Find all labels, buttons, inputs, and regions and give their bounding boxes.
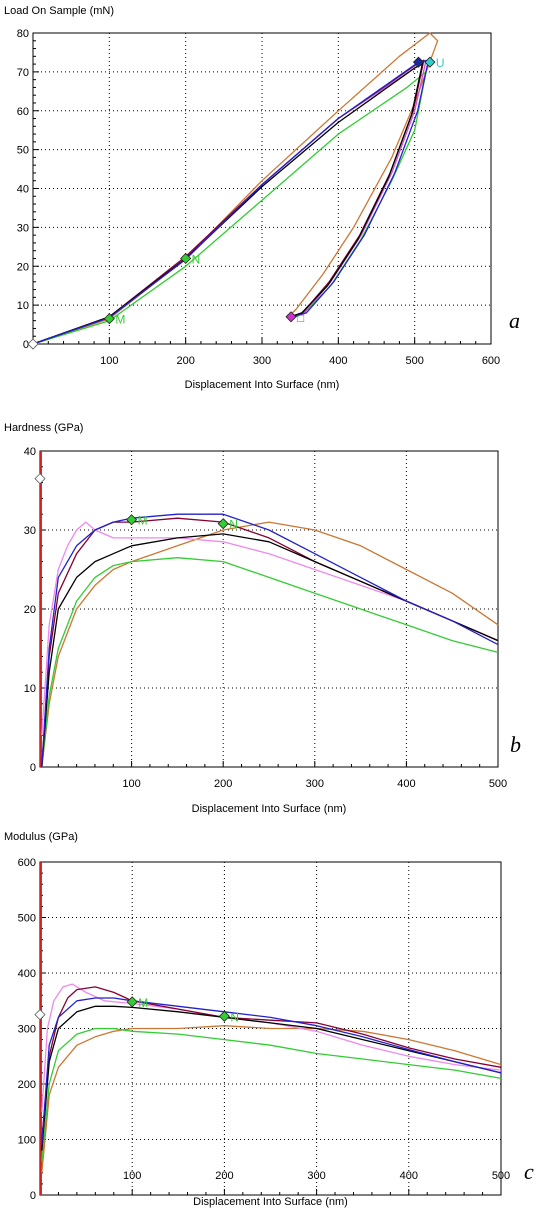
y-tick-label: 40 xyxy=(24,446,36,458)
y-tick-label: 0 xyxy=(30,762,36,774)
series-line xyxy=(41,521,499,736)
series-group xyxy=(40,451,499,767)
data-marker xyxy=(180,252,192,265)
y-tick-label: 10 xyxy=(17,300,29,312)
y-tick-label: 50 xyxy=(17,145,29,157)
y-axis-label: Load On Sample (mN) xyxy=(4,5,114,17)
series-line xyxy=(41,1005,502,1151)
y-axis-label: Hardness (GPa) xyxy=(4,422,83,434)
x-tick-label: 200 xyxy=(215,1170,233,1182)
series-line xyxy=(41,1027,502,1162)
series-line xyxy=(33,71,427,344)
y-axis-label: Modulus (GPa) xyxy=(4,831,78,843)
marker-label: M xyxy=(115,313,125,327)
series-line xyxy=(41,513,499,767)
series-line xyxy=(41,521,499,767)
marker-label: U xyxy=(436,56,445,70)
y-tick-label: 30 xyxy=(24,525,36,537)
modulus-chart: 100 200 300 400 500 0 100 200 300 400 500 600 Modulu… xyxy=(0,822,538,1213)
panel-label: a xyxy=(509,308,520,333)
hardness-chart: 100 200 300 400 500 0 10 20 30 40 Hardness (GPa) Di… xyxy=(0,415,538,820)
data-marker xyxy=(126,514,138,526)
x-tick-label: 600 xyxy=(482,355,500,367)
data-marker xyxy=(285,311,297,323)
y-tick-label: 100 xyxy=(18,1135,36,1147)
data-marker xyxy=(217,518,229,530)
y-tick-label: 10 xyxy=(24,683,36,695)
panel-label: c xyxy=(524,1159,534,1184)
marker-label: M xyxy=(138,514,148,528)
series-line xyxy=(33,63,423,344)
x-tick-label: 400 xyxy=(397,778,415,790)
data-marker xyxy=(412,56,425,68)
marker-label: N xyxy=(230,1010,239,1024)
x-tick-label: 100 xyxy=(100,355,118,367)
data-marker xyxy=(34,473,46,485)
modulus-plot: 100 200 300 400 500 0 100 200 300 400 500 600 Modulu… xyxy=(4,831,534,1208)
series-line xyxy=(41,533,499,767)
series-line xyxy=(41,983,502,1112)
series-line xyxy=(41,986,502,1140)
y-tick-label: 20 xyxy=(17,261,29,273)
x-tick-label: 400 xyxy=(400,1170,418,1182)
x-tick-label: 300 xyxy=(253,355,271,367)
data-marker xyxy=(103,313,115,325)
series-line xyxy=(41,997,502,1146)
marker-label: M xyxy=(138,996,148,1010)
x-axis-label: Displacement Into Surface (nm) xyxy=(192,803,347,815)
y-tick-label: 20 xyxy=(24,604,36,616)
x-tick-label: 200 xyxy=(214,778,232,790)
x-tick-label: 300 xyxy=(307,1170,325,1182)
data-marker xyxy=(34,1009,46,1021)
y-tick-label: 60 xyxy=(17,106,29,118)
y-tick-label: 0 xyxy=(23,339,29,351)
x-tick-label: 500 xyxy=(405,355,423,367)
data-marker xyxy=(424,56,436,68)
marker-label: N xyxy=(229,518,238,532)
y-tick-label: 0 xyxy=(30,1190,36,1202)
load-displacement-chart: 100 200 300 400 500 600 0 10 20 30 40 50 60 70 80 Load … xyxy=(0,0,538,400)
y-tick-label: 500 xyxy=(18,913,36,925)
series-line xyxy=(41,557,499,767)
x-tick-label: 500 xyxy=(489,778,507,790)
y-tick-label: 600 xyxy=(18,857,36,869)
y-tick-label: 40 xyxy=(17,184,29,196)
panel-label: b xyxy=(510,732,521,757)
x-tick-label: 200 xyxy=(176,355,194,367)
series-line xyxy=(41,1025,502,1173)
x-tick-label: 100 xyxy=(122,778,140,790)
data-marker xyxy=(27,338,39,350)
marker-label: N xyxy=(192,252,201,266)
x-tick-label: 400 xyxy=(329,355,347,367)
y-tick-label: 300 xyxy=(18,1024,36,1036)
hardness-plot: 100 200 300 400 500 0 10 20 30 40 Hardness (GPa) Di… xyxy=(4,422,521,815)
marker-label: □ xyxy=(297,311,304,325)
data-marker xyxy=(218,1010,230,1022)
x-axis-label: Displacement Into Surface (nm) xyxy=(185,379,340,391)
y-tick-label: 200 xyxy=(18,1079,36,1091)
y-tick-label: 30 xyxy=(17,222,29,234)
load-displacement-plot: 100 200 300 400 500 600 0 10 20 30 40 50 60 70 80 Load … xyxy=(4,5,520,391)
x-axis-label: Displacement Into Surface (nm) xyxy=(193,1196,348,1208)
y-tick-label: 70 xyxy=(17,67,29,79)
x-tick-label: 500 xyxy=(492,1170,510,1182)
x-tick-label: 300 xyxy=(306,778,324,790)
y-tick-label: 400 xyxy=(18,968,36,980)
x-tick-label: 100 xyxy=(123,1170,141,1182)
y-tick-label: 80 xyxy=(17,28,29,40)
series-line xyxy=(33,59,430,344)
data-marker xyxy=(126,996,138,1008)
series-group xyxy=(40,862,502,1195)
